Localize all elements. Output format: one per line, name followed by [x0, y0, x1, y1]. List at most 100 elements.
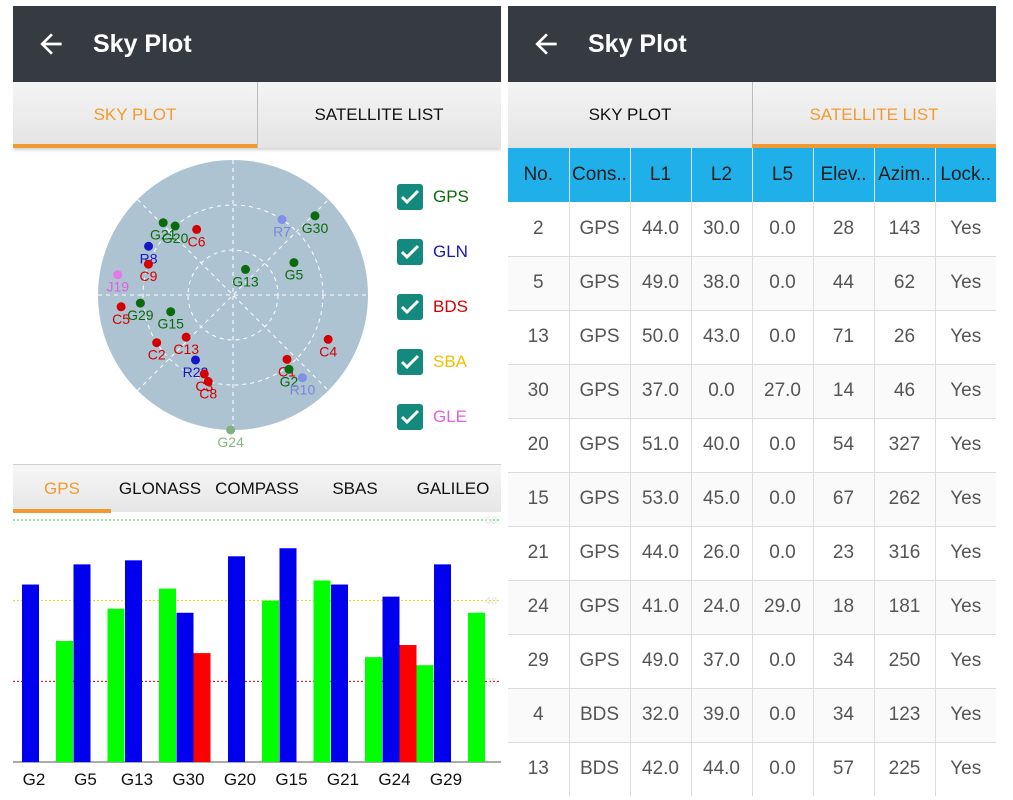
table-cell: Yes — [935, 364, 996, 419]
check-icon[interactable] — [397, 239, 423, 265]
column-header[interactable]: Elev.. — [813, 148, 875, 202]
table-cell: BDS — [569, 742, 631, 796]
constellation-tabs: GPS GLONASS COMPASS SBAS GALILEO — [13, 464, 501, 513]
table-cell: 225 — [874, 742, 936, 796]
table-cell: 32.0 — [630, 688, 692, 743]
signal-bar — [22, 584, 39, 762]
table-cell: Yes — [935, 472, 996, 527]
ctab-galileo[interactable]: GALILEO — [416, 479, 490, 498]
table-row[interactable]: 21 GPS 44.0 26.0 0.0 23 316 Yes — [508, 526, 996, 581]
check-icon[interactable] — [397, 294, 423, 320]
table-row[interactable]: 30 GPS 37.0 0.0 27.0 14 46 Yes — [508, 364, 996, 419]
table-cell: 23 — [813, 526, 875, 581]
legend-label-gps: GPS — [433, 187, 469, 206]
table-row[interactable]: 20 GPS 51.0 40.0 0.0 54 327 Yes — [508, 418, 996, 473]
check-icon[interactable] — [397, 184, 423, 210]
table-row[interactable]: 2 GPS 44.0 30.0 0.0 28 143 Yes — [508, 202, 996, 257]
category-label: G24 — [378, 770, 410, 789]
signal-bar — [228, 556, 245, 762]
column-header[interactable]: No. — [508, 148, 570, 202]
reference-label: 60 — [485, 515, 497, 527]
table-cell: GPS — [569, 202, 631, 257]
arrow-back-icon[interactable] — [35, 28, 67, 60]
page-title: Sky Plot — [93, 30, 192, 58]
arrow-back-icon[interactable] — [530, 28, 562, 60]
satellite-label: C8 — [199, 386, 217, 402]
ctab-gps[interactable]: GPS — [13, 465, 111, 513]
table-row[interactable]: 4 BDS 32.0 39.0 0.0 34 123 Yes — [508, 688, 996, 743]
table-cell: 0.0 — [752, 310, 814, 365]
table-row[interactable]: 5 GPS 49.0 38.0 0.0 44 62 Yes — [508, 256, 996, 311]
signal-bar — [468, 612, 485, 762]
ctab-sbas[interactable]: SBAS — [332, 479, 378, 498]
table-cell: 51.0 — [630, 418, 692, 473]
table-cell: 43.0 — [691, 310, 753, 365]
column-header[interactable]: L5 — [752, 148, 814, 202]
signal-bar — [279, 548, 297, 762]
table-cell: 24 — [508, 580, 570, 635]
table-cell: 38.0 — [691, 256, 753, 311]
check-icon[interactable] — [397, 404, 423, 430]
tab-sky-plot[interactable]: SKY PLOT — [588, 105, 672, 124]
table-cell: 29 — [508, 634, 570, 689]
tab-divider — [752, 82, 753, 148]
satellite-label: G21 — [150, 227, 177, 243]
satellite-label: C4 — [319, 343, 337, 359]
table-cell: 181 — [874, 580, 936, 635]
ctab-glonass[interactable]: GLONASS — [118, 479, 202, 498]
satellite-label: R8 — [140, 250, 158, 266]
category-label: G13 — [121, 770, 153, 789]
table-cell: 0.0 — [752, 634, 814, 689]
legend-label-gle: GLE — [433, 407, 468, 426]
table-row[interactable]: 13 BDS 42.0 44.0 0.0 57 225 Yes — [508, 742, 996, 796]
table-cell: 2 — [508, 202, 570, 257]
table-row[interactable]: 13 GPS 50.0 43.0 0.0 71 26 Yes — [508, 310, 996, 365]
table-cell: 327 — [874, 418, 936, 473]
table-cell: 41.0 — [630, 580, 692, 635]
column-header[interactable]: Lock.. — [935, 148, 996, 202]
satellite-dot — [297, 373, 307, 383]
tab-satellite-list[interactable]: SATELLITE LIST — [314, 105, 444, 124]
table-row[interactable]: 29 GPS 49.0 37.0 0.0 34 250 Yes — [508, 634, 996, 689]
table-cell: 26 — [874, 310, 936, 365]
satellite-dot — [226, 425, 236, 435]
tab-sky-plot[interactable]: SKY PLOT — [13, 82, 257, 148]
satellite-dot — [203, 377, 213, 387]
satellite-dot — [135, 298, 145, 308]
tab-satellite-list[interactable]: SATELLITE LIST — [752, 82, 996, 148]
table-cell: 4 — [508, 688, 570, 743]
table-row[interactable]: 15 GPS 53.0 45.0 0.0 67 262 Yes — [508, 472, 996, 527]
table-cell: 42.0 — [630, 742, 692, 796]
signal-bar-chart: 60 40 20 G2 G5 G13 G30 G20 G15 G21 G24 G29 — [13, 515, 501, 789]
satellite-label: G29 — [127, 307, 154, 323]
satellite-label: G13 — [232, 273, 259, 289]
satellite-dot — [144, 241, 154, 251]
ctab-compass[interactable]: COMPASS — [215, 479, 299, 498]
column-header[interactable]: L1 — [630, 148, 692, 202]
satellite-dot — [192, 224, 202, 234]
table-row[interactable]: 24 GPS 41.0 24.0 29.0 18 181 Yes — [508, 580, 996, 635]
table-cell: 0.0 — [752, 256, 814, 311]
table-cell: 0.0 — [752, 418, 814, 473]
table-cell: Yes — [935, 418, 996, 473]
signal-bar — [331, 584, 348, 762]
column-header[interactable]: L2 — [691, 148, 753, 202]
table-cell: 20 — [508, 418, 570, 473]
table-cell: 45.0 — [691, 472, 753, 527]
satellite-label: C6 — [188, 233, 206, 249]
table-cell: GPS — [569, 310, 631, 365]
column-header[interactable]: Cons.. — [569, 148, 631, 202]
table-cell: 27.0 — [752, 364, 814, 419]
column-header[interactable]: Azim.. — [874, 148, 936, 202]
table-cell: GPS — [569, 580, 631, 635]
table-cell: 71 — [813, 310, 875, 365]
page-title: Sky Plot — [588, 30, 687, 58]
satellite-label: C5 — [112, 311, 130, 327]
check-icon[interactable] — [397, 349, 423, 375]
table-cell: 50.0 — [630, 310, 692, 365]
view-tabs: SKY PLOT SATELLITE LIST — [13, 82, 501, 148]
table-cell: 21 — [508, 526, 570, 581]
category-label: G30 — [172, 770, 204, 789]
signal-bar — [262, 600, 279, 762]
table-cell: Yes — [935, 202, 996, 257]
